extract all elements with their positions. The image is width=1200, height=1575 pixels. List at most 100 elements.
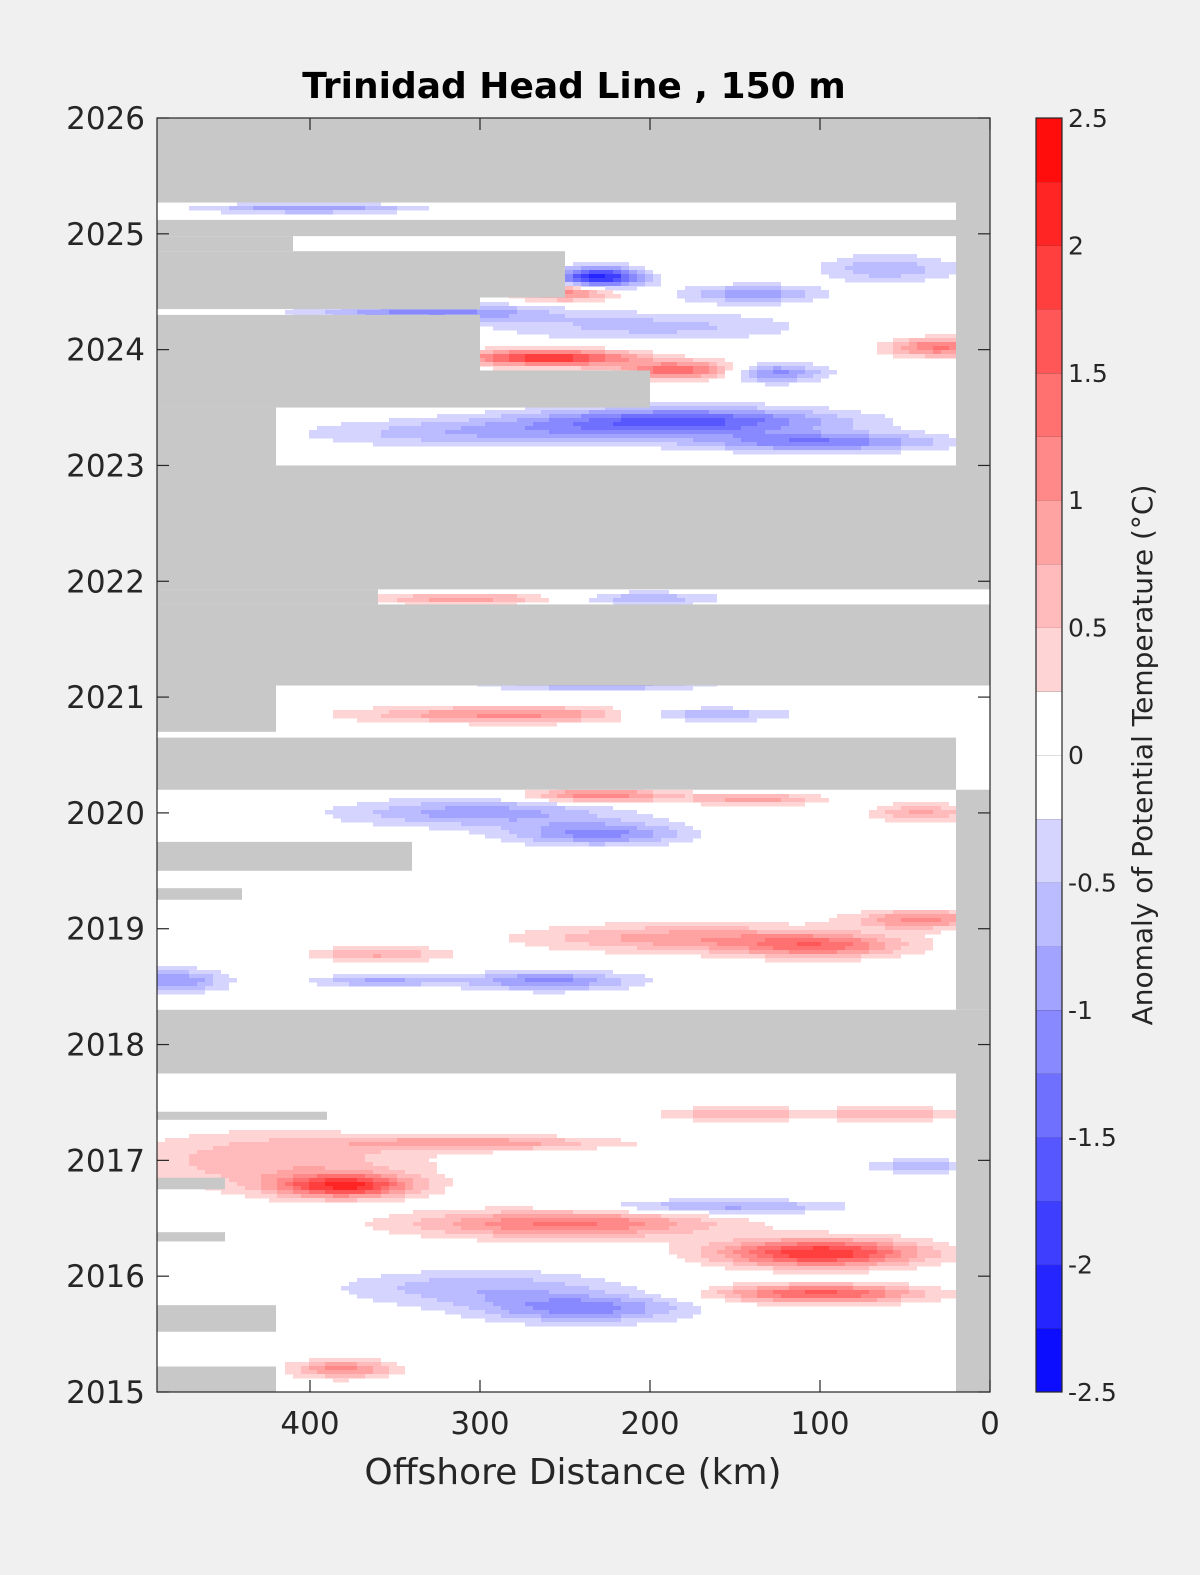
no-data-region: [157, 251, 565, 298]
anomaly-cell: [565, 790, 637, 795]
anomaly-cell: [797, 378, 821, 383]
anomaly-cell: [901, 446, 949, 451]
anomaly-cell: [701, 1250, 717, 1255]
anomaly-cell: [773, 1298, 877, 1303]
anomaly-cell: [533, 1306, 621, 1311]
axes-frame: [156, 117, 991, 1393]
anomaly-cell: [565, 806, 613, 811]
anomaly-cell: [469, 830, 509, 835]
anomaly-cell: [381, 434, 477, 439]
anomaly-cell: [781, 298, 813, 303]
anomaly-cell: [485, 970, 613, 975]
plot-area: [157, 118, 990, 1392]
anomaly-cell: [765, 430, 821, 435]
anomaly-cell: [869, 1266, 917, 1271]
anomaly-cell: [869, 274, 901, 279]
anomaly-cell: [773, 446, 861, 451]
anomaly-cell: [157, 982, 197, 987]
anomaly-cell: [605, 1290, 645, 1295]
y-tick-label: 2021: [66, 680, 145, 716]
anomaly-cell: [357, 1198, 405, 1203]
anomaly-cell: [261, 1182, 277, 1187]
anomaly-cell: [549, 334, 749, 339]
anomaly-cell: [589, 294, 605, 299]
anomaly-cell: [549, 310, 637, 315]
anomaly-cell: [373, 822, 461, 827]
anomaly-cell: [365, 1154, 437, 1159]
anomaly-cell: [629, 270, 637, 275]
anomaly-cell: [621, 982, 645, 987]
anomaly-cell: [285, 1182, 293, 1187]
anomaly-cell: [357, 1366, 373, 1371]
anomaly-cell: [229, 1130, 341, 1135]
anomaly-cell: [909, 1290, 925, 1295]
anomaly-cell: [325, 810, 373, 815]
anomaly-cell: [525, 942, 589, 947]
anomaly-cell: [621, 366, 637, 371]
anomaly-cell: [869, 1258, 885, 1263]
anomaly-cell: [325, 1182, 365, 1187]
anomaly-cell: [501, 1306, 533, 1311]
anomaly-cell: [501, 838, 533, 843]
anomaly-cell: [229, 1178, 261, 1183]
anomaly-cell: [605, 286, 637, 291]
no-data-region: [157, 236, 293, 252]
anomaly-cell: [933, 1110, 957, 1115]
anomaly-cell: [677, 834, 701, 839]
anomaly-cell: [925, 266, 957, 271]
anomaly-cell: [293, 1182, 309, 1187]
anomaly-cell: [373, 1370, 389, 1375]
anomaly-cell: [429, 710, 581, 715]
anomaly-cell: [765, 938, 829, 943]
anomaly-cell: [381, 714, 421, 719]
anomaly-cell: [357, 310, 389, 315]
anomaly-cell: [621, 834, 653, 839]
anomaly-cell: [157, 1166, 197, 1171]
anomaly-cell: [757, 374, 797, 379]
anomaly-cell: [925, 1294, 957, 1299]
anomaly-cell: [909, 942, 933, 947]
anomaly-cell: [909, 1286, 941, 1291]
anomaly-cell: [525, 1302, 613, 1307]
anomaly-cell: [485, 1206, 533, 1211]
anomaly-cell: [677, 294, 701, 299]
anomaly-cell: [613, 270, 621, 275]
anomaly-cell: [573, 322, 709, 327]
anomaly-cell: [645, 1234, 901, 1239]
anomaly-cell: [525, 790, 549, 795]
anomaly-cell: [517, 834, 541, 839]
anomaly-cell: [421, 950, 453, 955]
anomaly-cell: [493, 1302, 525, 1307]
anomaly-cell: [733, 450, 901, 455]
anomaly-cell: [741, 378, 757, 383]
anomaly-cell: [509, 806, 565, 811]
anomaly-cell: [477, 310, 517, 315]
anomaly-cell: [709, 366, 717, 371]
colorbar-tick-label: 0.5: [1068, 614, 1108, 643]
anomaly-cell: [877, 1246, 893, 1251]
anomaly-cell: [821, 434, 869, 439]
anomaly-cell: [413, 1182, 429, 1187]
anomaly-cell: [709, 1242, 741, 1247]
anomaly-cell: [845, 266, 925, 271]
colorbar-segment: [1036, 1328, 1062, 1393]
anomaly-cell: [517, 418, 549, 423]
anomaly-cell: [661, 714, 685, 719]
anomaly-cell: [701, 1290, 717, 1295]
y-tick-label: 2020: [66, 796, 145, 832]
anomaly-cell: [589, 1286, 637, 1291]
anomaly-cell: [693, 798, 725, 803]
anomaly-cell: [509, 358, 525, 363]
anomaly-cell: [429, 718, 581, 723]
anomaly-cell: [885, 1286, 909, 1291]
anomaly-cell: [525, 794, 541, 799]
anomaly-cell: [733, 414, 773, 419]
anomaly-cell: [717, 370, 725, 375]
anomaly-cell: [725, 442, 757, 447]
anomaly-cell: [589, 358, 605, 363]
anomaly-cell: [853, 270, 925, 275]
anomaly-cell: [349, 1142, 541, 1147]
anomaly-cell: [213, 1146, 533, 1151]
anomaly-cell: [717, 302, 781, 307]
anomaly-cell: [565, 266, 581, 271]
